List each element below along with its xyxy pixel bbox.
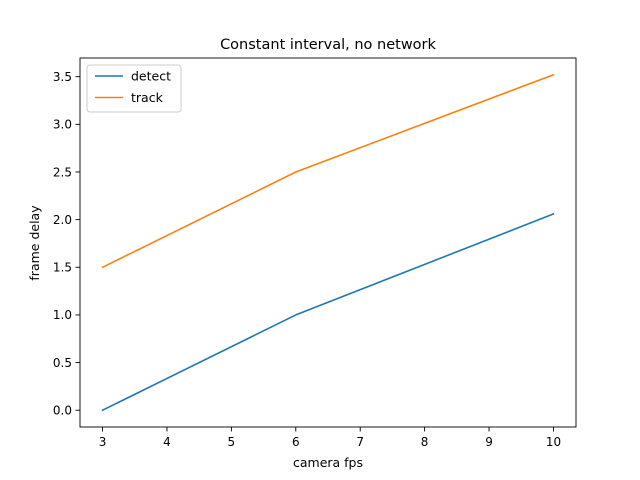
x-tick-label: 10 [546, 435, 561, 449]
y-tick-label: 0.0 [53, 404, 72, 418]
x-tick-label: 5 [228, 435, 236, 449]
legend-label-track: track [131, 90, 164, 105]
legend-label-detect: detect [131, 69, 171, 84]
x-tick-label: 8 [421, 435, 429, 449]
y-axis-label: frame delay [27, 205, 42, 281]
y-tick-label: 1.5 [53, 261, 72, 275]
y-tick-label: 3.0 [53, 118, 72, 132]
x-tick-label: 4 [163, 435, 171, 449]
x-tick-label: 7 [356, 435, 364, 449]
x-tick-label: 9 [485, 435, 493, 449]
x-tick-label: 6 [292, 435, 300, 449]
y-tick-label: 2.0 [53, 213, 72, 227]
series-line-track [101, 73, 555, 269]
series-line-detect [101, 212, 555, 412]
plot-frame [79, 57, 577, 428]
y-tick-label: 2.5 [53, 165, 72, 179]
y-tick-label: 1.0 [53, 308, 72, 322]
x-axis-label: camera fps [293, 455, 363, 470]
y-tick-label: 3.5 [53, 70, 72, 84]
x-tick-label: 3 [99, 435, 107, 449]
plot-layer: 3 4 5 6 7 8 9 10 0.0 0.5 1.0 1.5 2.0 2.5 3.0 3.5 detect t… [53, 57, 577, 449]
y-tick-label: 0.5 [53, 356, 72, 370]
chart-title: Constant interval, no network [220, 37, 436, 53]
